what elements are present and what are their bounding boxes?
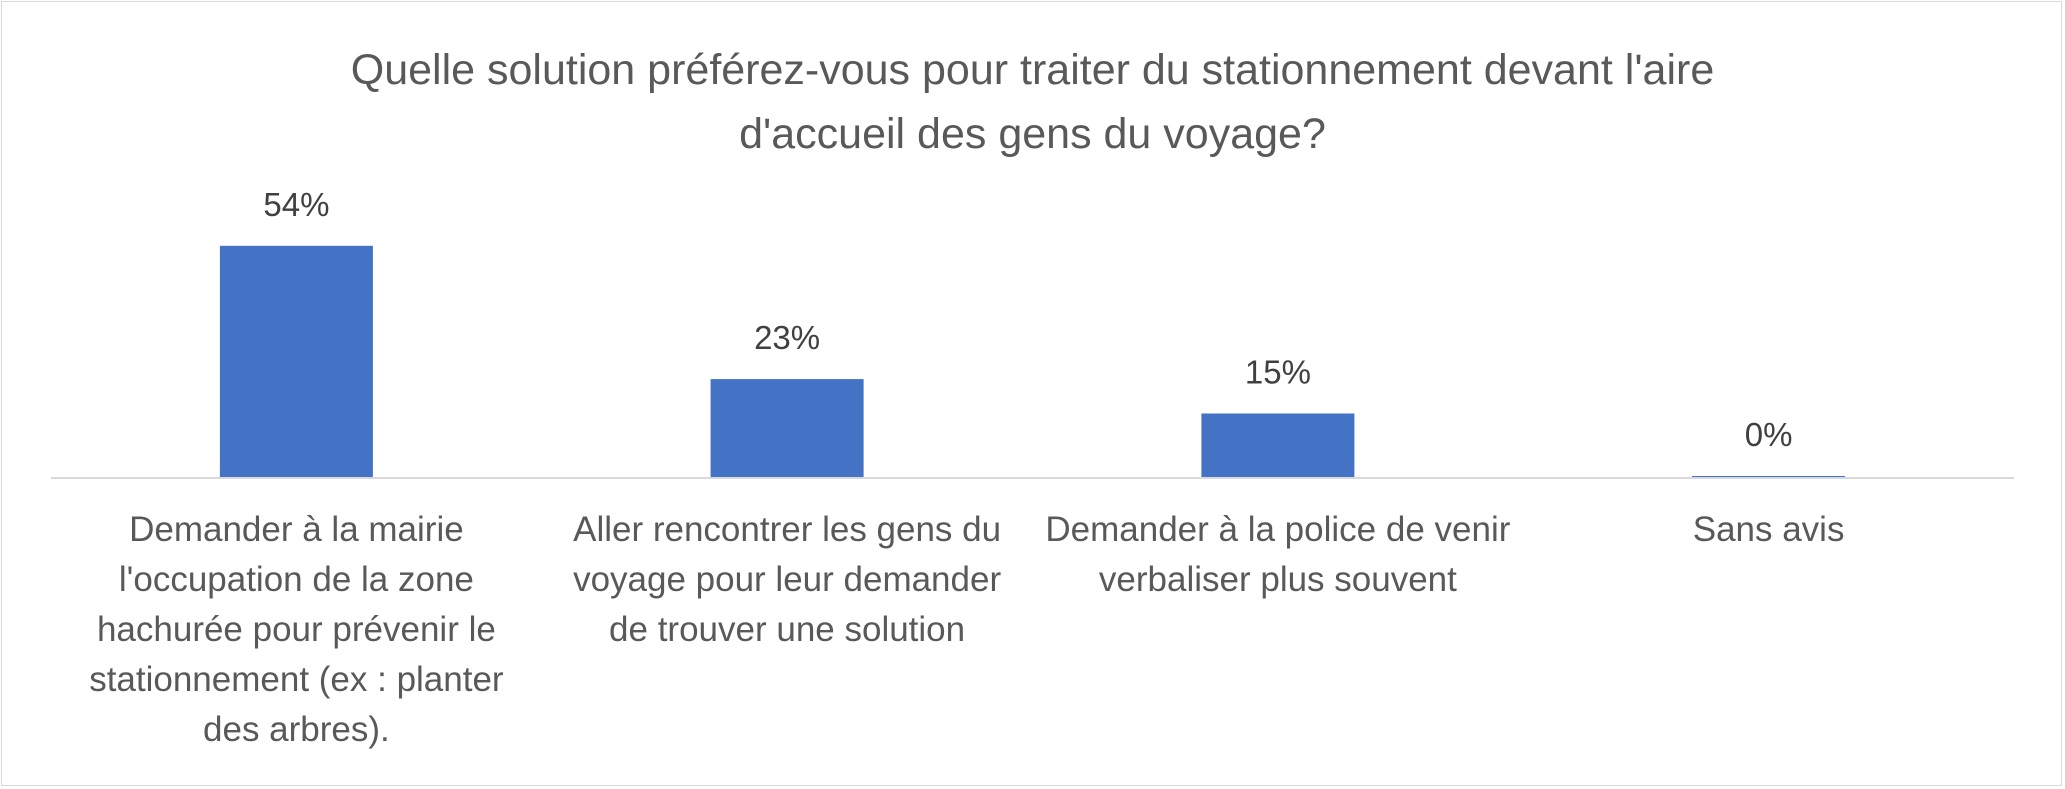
data-label-1: 54%	[263, 186, 329, 223]
data-label-4: 0%	[1745, 416, 1793, 453]
bars-group	[219, 245, 1846, 478]
data-label-3: 15%	[1245, 354, 1311, 391]
bar-1	[219, 245, 373, 478]
data-labels-group: 54% 23% 15% 0%	[263, 186, 1792, 453]
chart-title: Quelle solution préférez-vous pour trait…	[350, 46, 1715, 158]
bar-2	[710, 379, 864, 478]
category-label-3: Demander à la police de venir verbaliser…	[1045, 510, 1511, 599]
bar-3	[1201, 413, 1355, 478]
category-label-4: Sans avis	[1692, 510, 1845, 549]
category-label-2: Aller rencontrer les gens du voyage pour…	[573, 510, 1002, 649]
data-label-2: 23%	[754, 319, 820, 356]
category-label-1: Demander à la mairie l'occupation de la …	[89, 510, 504, 749]
